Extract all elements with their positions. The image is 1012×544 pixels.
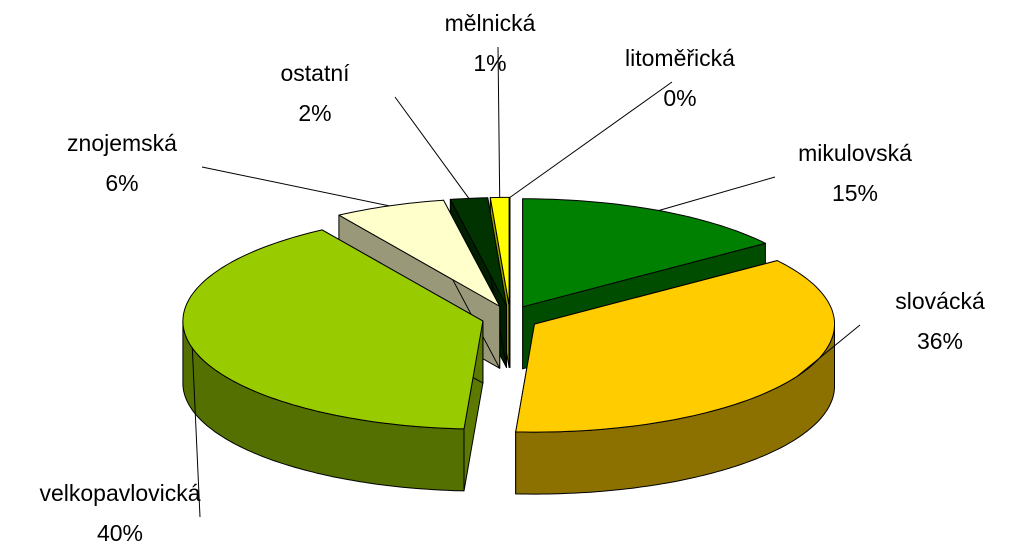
slice-value-label: 1% <box>473 50 506 76</box>
slice <box>182 229 484 492</box>
slice-value-label: 6% <box>105 170 138 196</box>
slice-value-label: 36% <box>917 328 963 354</box>
slice-label: znojemská <box>67 130 177 156</box>
slice-value-label: 40% <box>97 520 143 544</box>
leader-line <box>201 166 390 207</box>
leader-line <box>509 81 673 198</box>
slice-value-label: 0% <box>663 85 696 111</box>
slice-label: litoměřická <box>625 45 735 71</box>
slice <box>515 260 835 495</box>
slice-label: ostatní <box>280 60 350 86</box>
leader-line <box>191 347 201 518</box>
slice-value-label: 15% <box>832 180 878 206</box>
leader-line <box>497 46 501 198</box>
slice-label: slovácká <box>895 288 985 314</box>
leader-line <box>658 176 776 211</box>
slice-value-label: 2% <box>298 100 331 126</box>
slice-label: mělnická <box>445 10 536 36</box>
slice-label: mikulovská <box>798 140 912 166</box>
leader-line <box>394 96 470 199</box>
slice-label: velkopavlovická <box>39 480 200 506</box>
leader-line <box>797 324 861 377</box>
